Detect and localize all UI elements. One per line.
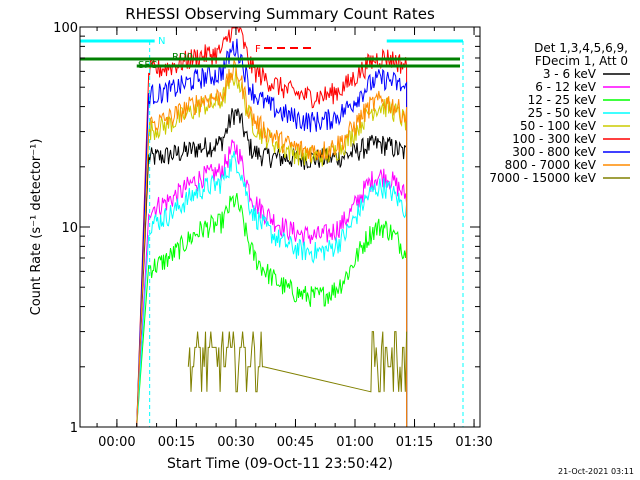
series-line-100-300keV bbox=[136, 27, 408, 428]
x-tick-label: 00:30 bbox=[217, 435, 254, 450]
legend-label: 50 - 100 keV bbox=[520, 119, 597, 133]
x-tick-label: 01:00 bbox=[336, 435, 373, 450]
legend-label: 6 - 12 keV bbox=[535, 80, 597, 94]
legend: Det 1,3,4,5,6,9, FDecim 1, Att 0 3 - 6 k… bbox=[489, 41, 630, 185]
y-tick-label: 100 bbox=[53, 21, 78, 36]
legend-label: 3 - 6 keV bbox=[543, 67, 597, 81]
legend-label: 7000 - 15000 keV bbox=[489, 171, 596, 185]
x-axis-label: Start Time (09-Oct-11 23:50:42) bbox=[167, 456, 393, 472]
chart-title: RHESSI Observing Summary Count Rates bbox=[125, 5, 435, 23]
legend-header-attenuator: FDecim 1, Att 0 bbox=[535, 54, 628, 68]
legend-label: 800 - 7000 keV bbox=[505, 158, 597, 172]
series-line-6-12keV bbox=[136, 139, 408, 428]
annotation-label: SFC bbox=[138, 60, 157, 71]
legend-label: 300 - 800 keV bbox=[512, 145, 596, 159]
x-tick-label: 00:15 bbox=[158, 435, 195, 450]
x-tick-label: 00:45 bbox=[277, 435, 314, 450]
series-line-7000-15000keV bbox=[187, 331, 408, 393]
x-tick-label: 00:00 bbox=[98, 435, 135, 450]
legend-label: 100 - 300 keV bbox=[512, 132, 596, 146]
x-tick-label: 01:30 bbox=[455, 435, 492, 450]
annotation-label: RD0 bbox=[172, 52, 193, 63]
plot-area bbox=[80, 27, 464, 428]
series-line-800-7000keV bbox=[136, 58, 408, 428]
series-line-12-25keV bbox=[136, 192, 408, 428]
series-line-50-100keV bbox=[136, 66, 408, 428]
y-tick-label: 1 bbox=[70, 421, 78, 436]
y-tick-label: 10 bbox=[61, 221, 78, 236]
legend-label: 12 - 25 keV bbox=[528, 93, 597, 107]
x-tick-label: 01:15 bbox=[396, 435, 433, 450]
footer-timestamp: 21-Oct-2021 03:11 bbox=[558, 467, 634, 476]
series-line-3-6keV bbox=[136, 108, 408, 428]
annotation-label: F bbox=[255, 44, 261, 55]
series-line-300-800keV bbox=[136, 38, 408, 428]
y-axis-label: Count Rate (s⁻¹ detector⁻¹) bbox=[29, 139, 44, 316]
annotation-label: N bbox=[158, 36, 165, 47]
legend-header-detectors: Det 1,3,4,5,6,9, bbox=[534, 41, 628, 55]
legend-label: 25 - 50 keV bbox=[528, 106, 597, 120]
series-line-25-50keV bbox=[136, 151, 408, 428]
